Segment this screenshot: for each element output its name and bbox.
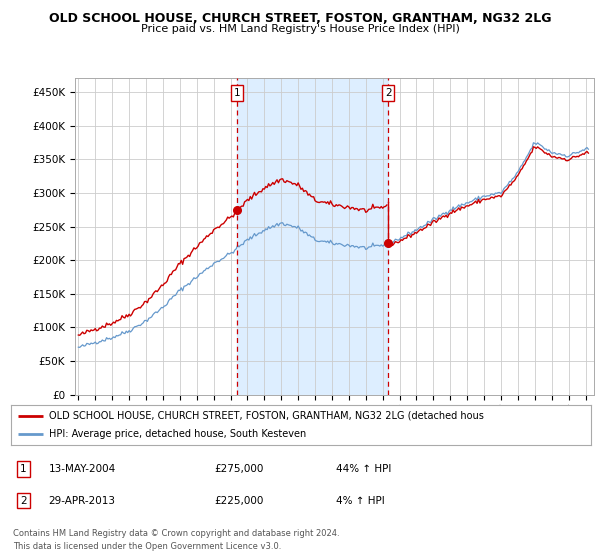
Text: 4% ↑ HPI: 4% ↑ HPI (336, 496, 385, 506)
Text: 29-APR-2013: 29-APR-2013 (49, 496, 116, 506)
Text: 1: 1 (20, 464, 27, 474)
Text: £275,000: £275,000 (214, 464, 263, 474)
Text: 13-MAY-2004: 13-MAY-2004 (49, 464, 116, 474)
Text: £225,000: £225,000 (214, 496, 263, 506)
Bar (237, 78, 388, 395)
Text: 1: 1 (233, 87, 240, 97)
Text: OLD SCHOOL HOUSE, CHURCH STREET, FOSTON, GRANTHAM, NG32 2LG: OLD SCHOOL HOUSE, CHURCH STREET, FOSTON,… (49, 12, 551, 25)
Text: Contains HM Land Registry data © Crown copyright and database right 2024.: Contains HM Land Registry data © Crown c… (13, 529, 340, 538)
Text: This data is licensed under the Open Government Licence v3.0.: This data is licensed under the Open Gov… (13, 542, 281, 551)
Text: 44% ↑ HPI: 44% ↑ HPI (336, 464, 391, 474)
Text: 2: 2 (20, 496, 27, 506)
Text: HPI: Average price, detached house, South Kesteven: HPI: Average price, detached house, Sout… (49, 430, 306, 439)
Text: OLD SCHOOL HOUSE, CHURCH STREET, FOSTON, GRANTHAM, NG32 2LG (detached hous: OLD SCHOOL HOUSE, CHURCH STREET, FOSTON,… (49, 411, 484, 421)
Text: 2: 2 (385, 87, 392, 97)
Text: Price paid vs. HM Land Registry's House Price Index (HPI): Price paid vs. HM Land Registry's House … (140, 24, 460, 34)
